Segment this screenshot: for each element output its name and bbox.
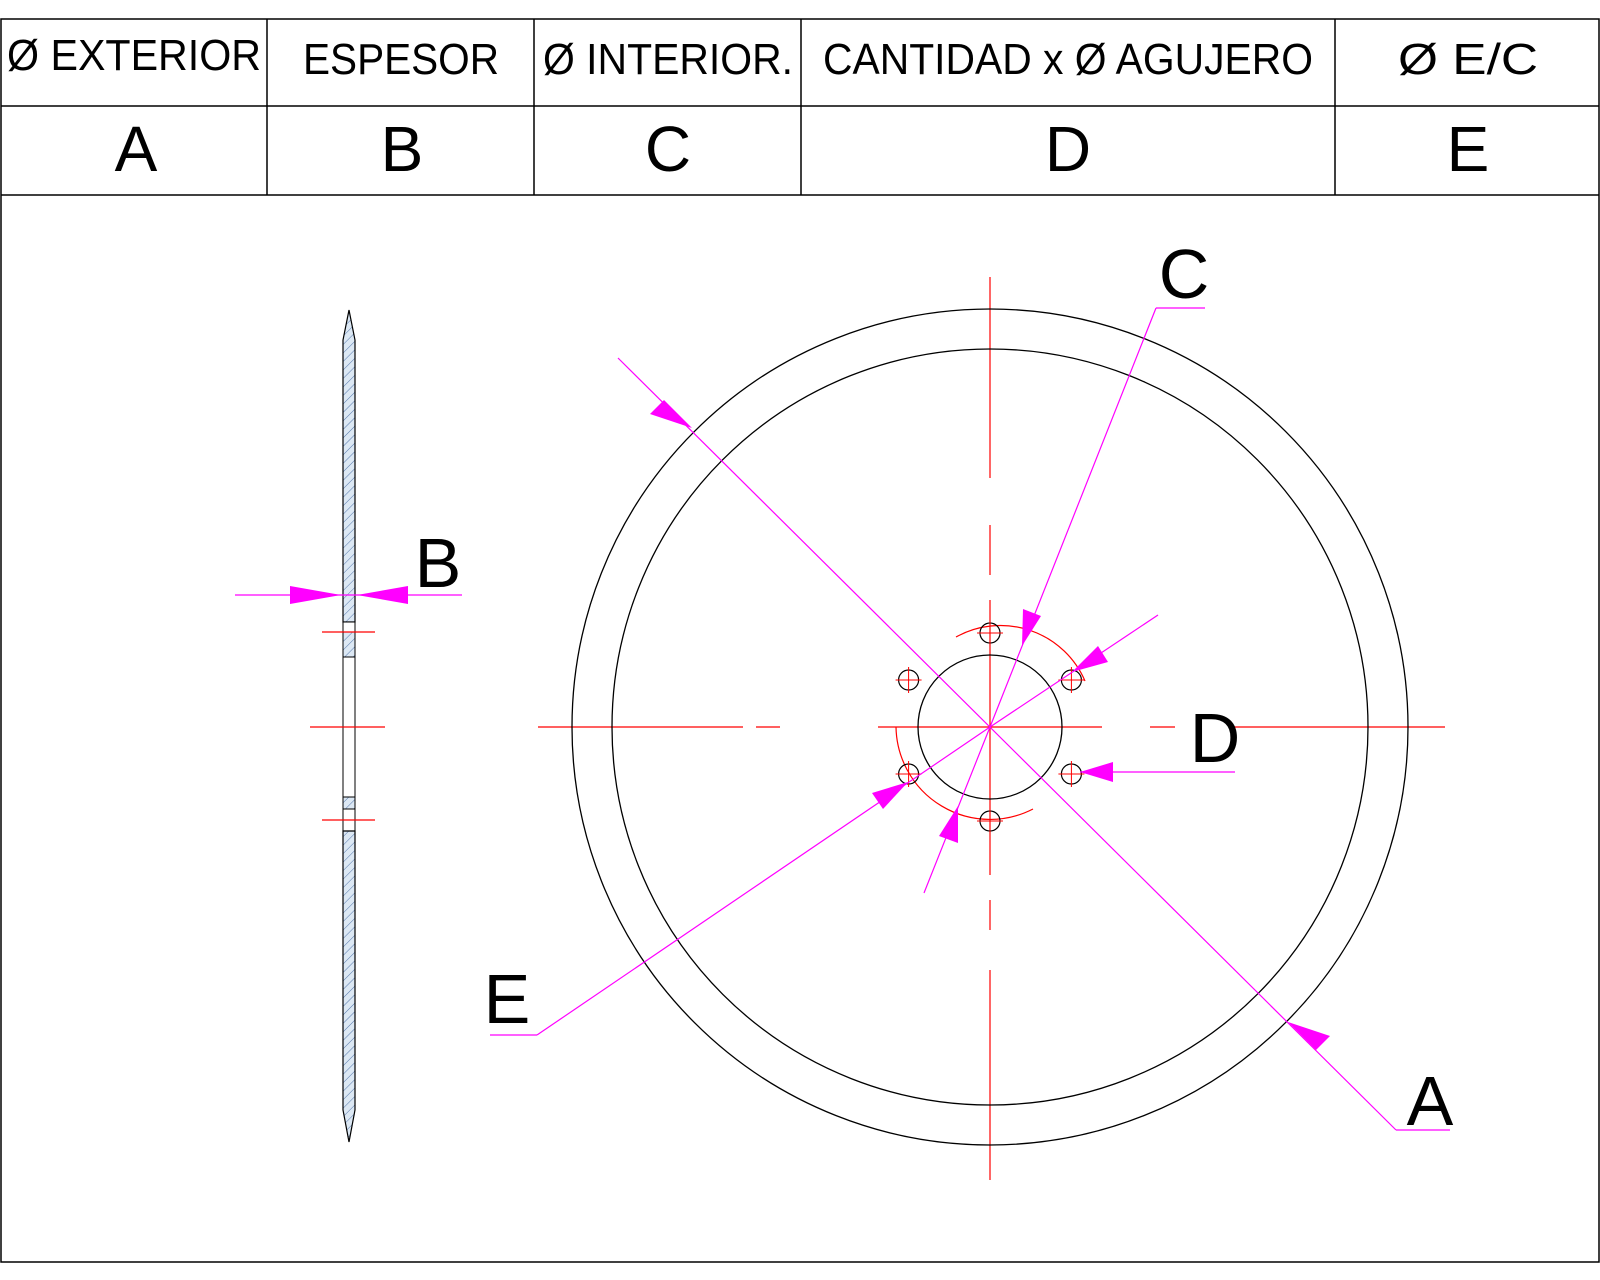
callout-b: B xyxy=(415,524,462,602)
bolt-holes xyxy=(895,620,1085,834)
table-header-row: Ø EXTERIOR ESPESOR Ø INTERIOR. CANTIDAD … xyxy=(7,31,1538,84)
dimension-lines xyxy=(235,307,1450,1131)
outer-edge-circle xyxy=(571,308,1409,1146)
arrowhead-e-upper xyxy=(1072,646,1108,672)
side-view-section xyxy=(310,309,385,1143)
bolt-hole-centermark xyxy=(1058,761,1085,787)
bolt-circle-arc-upper xyxy=(955,624,1086,682)
arrowhead-a-lower xyxy=(1288,1022,1330,1050)
code-a: A xyxy=(115,113,158,185)
callout-labels: A B C D E xyxy=(415,235,1454,1140)
disc-outlines xyxy=(571,308,1409,1146)
arrowhead-b-right xyxy=(357,586,408,604)
dim-line-c xyxy=(989,307,1157,728)
bolt-hole-centermark xyxy=(895,761,922,787)
callout-e: E xyxy=(484,960,531,1038)
header-bolt-circle-diameter: Ø E/C xyxy=(1398,35,1538,84)
callout-a: A xyxy=(1407,1062,1454,1140)
arrowhead-a-upper xyxy=(650,400,692,428)
arrowhead-d xyxy=(1080,762,1113,782)
header-inner-diameter: Ø INTERIOR. xyxy=(543,35,793,84)
hub-section-upper xyxy=(342,631,356,658)
code-d: D xyxy=(1045,113,1091,185)
blade-section-upper xyxy=(342,309,356,623)
bevel-circle xyxy=(611,348,1369,1106)
hole-section-upper xyxy=(342,621,356,633)
bolt-hole-centermark xyxy=(977,808,1003,834)
table-code-row: A B C D E xyxy=(115,113,1490,185)
bolt-hole-centermark xyxy=(1058,667,1085,693)
callout-c: C xyxy=(1159,235,1210,313)
bolt-hole-centermark xyxy=(977,620,1003,646)
arrowhead-e-lower xyxy=(872,782,908,809)
header-hole-quantity-diameter: CANTIDAD x Ø AGUJERO xyxy=(823,35,1313,84)
dimension-arrowheads xyxy=(290,400,1330,1050)
code-e: E xyxy=(1447,113,1490,185)
header-thickness: ESPESOR xyxy=(303,35,499,84)
code-c: C xyxy=(645,113,691,185)
side-view-centerlines xyxy=(310,631,385,821)
blade-section-lower xyxy=(342,830,356,1143)
arrowhead-c-upper xyxy=(1022,609,1041,646)
callout-d: D xyxy=(1190,699,1241,777)
spec-table xyxy=(0,18,1600,1263)
inner-bore-circle xyxy=(917,654,1063,800)
dim-line-e xyxy=(536,726,991,1036)
arrowhead-b-left xyxy=(290,586,341,604)
sheet-border xyxy=(0,18,1600,1263)
arrowhead-c-lower xyxy=(939,806,958,843)
header-outer-diameter: Ø EXTERIOR xyxy=(7,31,261,80)
code-b: B xyxy=(381,113,424,185)
bolt-hole-centermark xyxy=(895,667,922,693)
dim-line-a xyxy=(617,357,1397,1131)
hub-section-lower xyxy=(342,796,356,810)
bolt-circle-arc-lower xyxy=(895,726,1034,820)
